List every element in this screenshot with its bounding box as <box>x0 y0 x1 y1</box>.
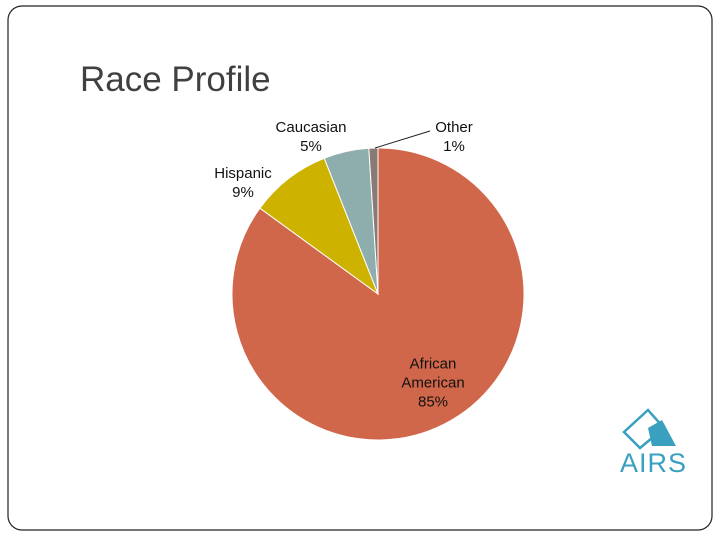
logo-mark <box>622 408 676 450</box>
category-label: Hispanic <box>214 165 272 182</box>
data-label: Hispanic 9% <box>198 164 288 202</box>
data-label: Caucasian 5% <box>261 118 361 156</box>
chart-title: Race Profile <box>80 60 271 99</box>
pie-slice <box>259 157 380 296</box>
data-label: African American 85% <box>388 355 478 412</box>
value-label: 1% <box>443 138 465 155</box>
category-label: Other <box>435 119 473 136</box>
leader-line <box>374 130 431 149</box>
pie-slice <box>368 147 379 295</box>
value-label: 85% <box>417 393 449 411</box>
value-label: 9% <box>232 184 254 201</box>
category-label: African American <box>401 355 465 392</box>
value-label: 5% <box>300 138 322 155</box>
pie <box>231 147 525 441</box>
data-label: Other 1% <box>424 118 484 156</box>
slide-border <box>7 5 713 531</box>
category-label: Caucasian <box>275 119 347 136</box>
logo-text: AIRS <box>620 448 688 478</box>
